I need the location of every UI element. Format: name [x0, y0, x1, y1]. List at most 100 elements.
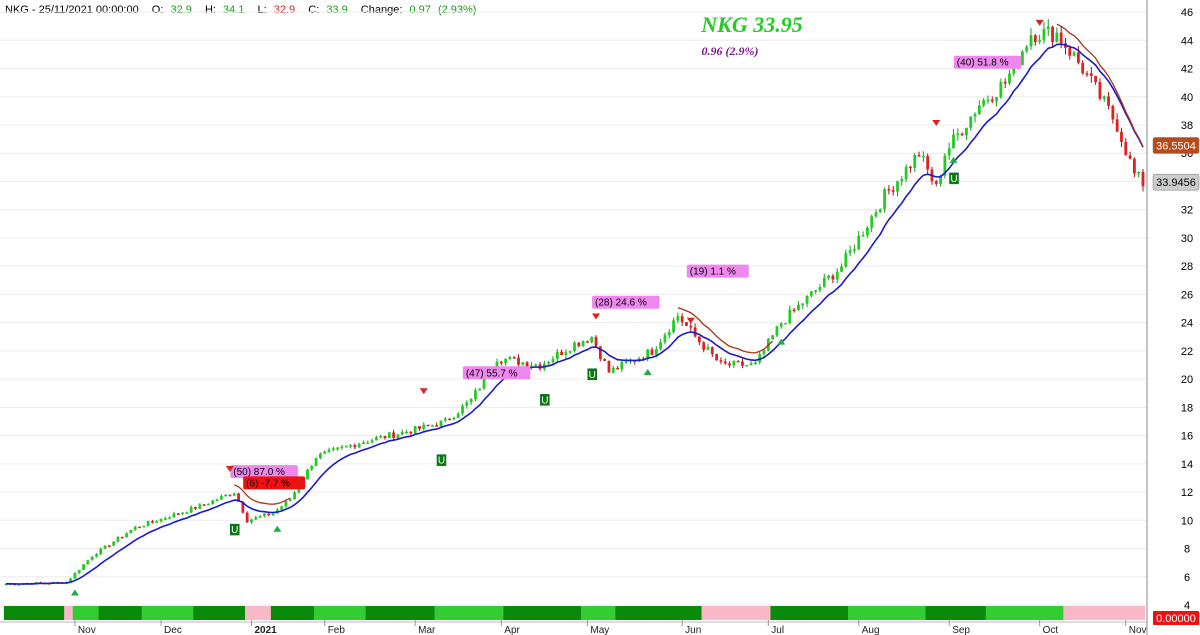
y-tick-label: 24 — [1181, 318, 1193, 330]
candle — [241, 501, 245, 513]
candle — [418, 426, 421, 429]
y-tick-label: 12 — [1181, 487, 1193, 499]
candle — [267, 513, 271, 516]
candle — [456, 413, 460, 418]
candle — [1072, 52, 1076, 56]
candle — [258, 516, 262, 518]
low-label: L: — [258, 4, 267, 16]
header-bar: NKG - 25/11/2021 00:00:00 O: 32.9 H: 34.… — [5, 4, 476, 16]
candle — [749, 363, 753, 366]
candle — [797, 304, 800, 310]
candle — [499, 361, 503, 364]
candle — [228, 494, 232, 497]
candle — [710, 347, 714, 355]
candle — [176, 513, 180, 515]
candle — [461, 405, 464, 414]
candle — [564, 352, 568, 356]
candle — [99, 548, 103, 555]
candle — [215, 499, 219, 502]
candle — [775, 326, 779, 336]
candle — [921, 155, 925, 158]
candle — [1033, 35, 1037, 43]
candle — [151, 521, 154, 523]
band-segment — [1063, 606, 1146, 620]
candle — [512, 357, 516, 359]
x-tick-label: Nov — [78, 625, 96, 635]
candle — [844, 253, 848, 267]
candle — [107, 545, 111, 548]
candle — [982, 100, 986, 106]
candle — [577, 342, 581, 347]
candle — [555, 351, 559, 359]
candle — [995, 97, 998, 102]
x-tick-label: Dec — [164, 625, 182, 635]
candle — [306, 469, 309, 480]
band-segment — [580, 606, 620, 620]
candle — [560, 351, 563, 356]
buy-arrow — [273, 525, 282, 532]
candle — [551, 358, 555, 363]
candle — [960, 133, 964, 136]
candle — [495, 361, 499, 370]
candle — [327, 449, 331, 452]
y-tick-label: 38 — [1181, 120, 1193, 132]
candle — [973, 114, 977, 117]
band-segment — [847, 606, 930, 620]
candle — [590, 336, 594, 343]
y-tick-label: 14 — [1181, 459, 1193, 471]
candle — [934, 181, 938, 184]
candle — [1038, 40, 1042, 43]
candle — [374, 437, 378, 441]
candle — [280, 506, 284, 510]
candle — [926, 155, 930, 170]
candle — [1055, 32, 1059, 43]
y-tick-label: 20 — [1181, 374, 1193, 386]
candle — [805, 295, 809, 304]
change-label: Change: — [361, 4, 403, 16]
candle — [189, 507, 193, 513]
candle — [103, 545, 107, 549]
candle — [318, 453, 322, 459]
x-tick-label: May — [590, 625, 609, 635]
candle — [822, 277, 826, 287]
candle — [624, 361, 628, 364]
sell-arrow — [932, 120, 941, 127]
candle — [986, 99, 990, 102]
annotation-label: (40) 51.8 % — [957, 58, 1009, 69]
chart-title: NKG 33.95 — [700, 12, 802, 37]
candle — [430, 425, 434, 427]
candle — [288, 499, 292, 502]
x-tick-label: Jun — [685, 625, 701, 635]
high-label: H: — [205, 4, 216, 16]
candle — [685, 322, 688, 326]
candle — [525, 362, 529, 367]
candle — [508, 357, 512, 360]
candle — [1098, 82, 1102, 99]
candle — [159, 518, 163, 522]
band-segment — [313, 606, 370, 620]
band-segment — [434, 606, 508, 620]
candle — [504, 359, 507, 363]
candle — [917, 154, 921, 157]
candle — [706, 347, 710, 350]
candle — [874, 212, 878, 217]
signal-label: U — [950, 174, 957, 185]
candle — [17, 584, 21, 586]
signal-label: U — [589, 370, 596, 381]
band-segment — [3, 606, 69, 620]
candle — [284, 501, 288, 507]
annotation-label: (6) -7.7 % — [246, 478, 290, 489]
candle — [250, 519, 253, 523]
candle — [891, 190, 895, 192]
y-tick-label: 18 — [1181, 402, 1193, 414]
candle — [784, 322, 787, 325]
signal-marker — [436, 454, 447, 466]
candle — [1021, 51, 1024, 66]
sell-arrow — [419, 388, 428, 395]
annotation-box — [462, 366, 531, 380]
candle — [168, 517, 172, 520]
candle — [659, 342, 663, 350]
candle — [753, 362, 757, 364]
candle — [745, 365, 749, 367]
